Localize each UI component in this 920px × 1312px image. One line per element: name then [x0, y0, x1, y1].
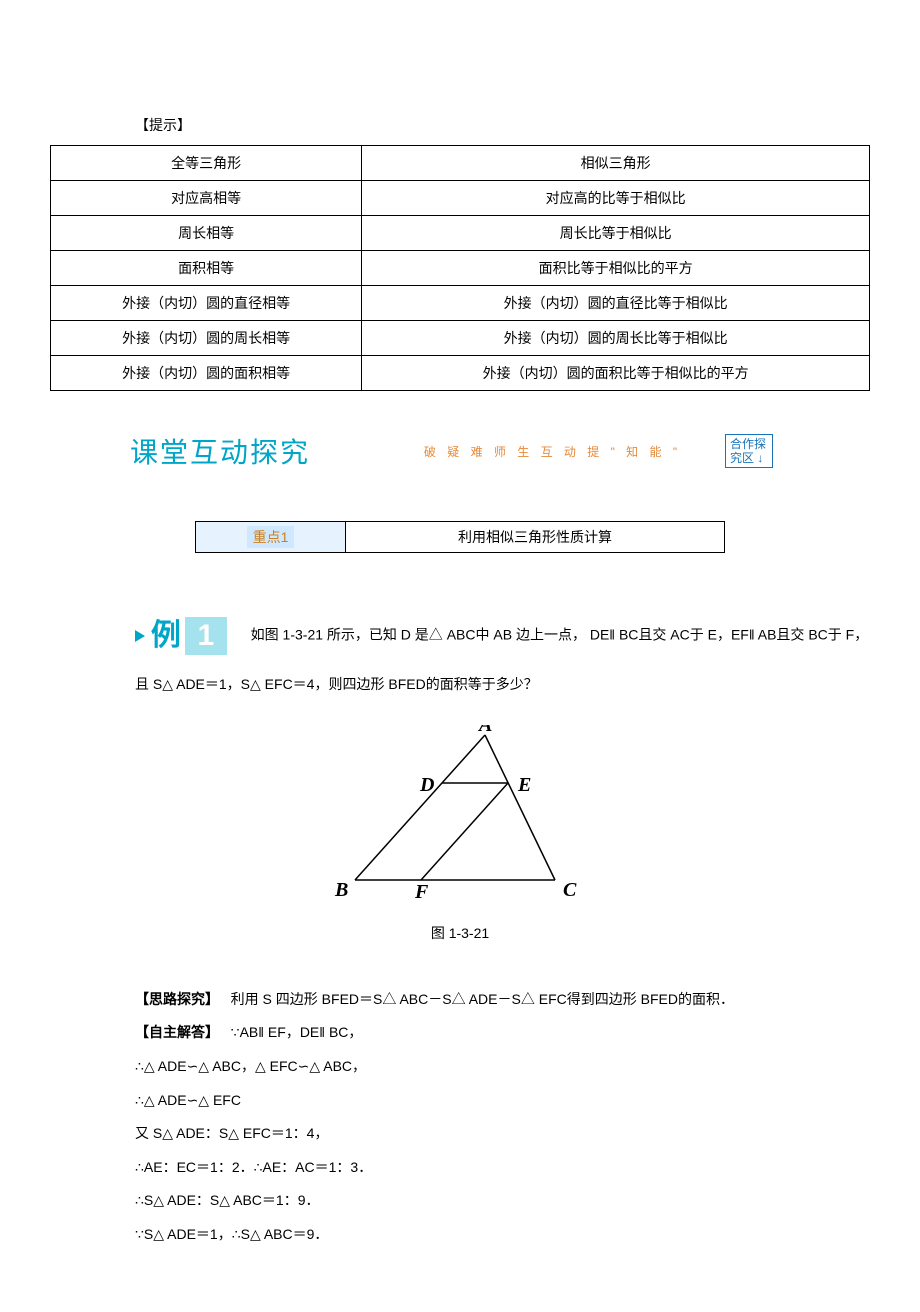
table-cell: 周长比等于相似比	[362, 216, 870, 251]
table-header-cell: 相似三角形	[362, 146, 870, 181]
table-cell: 外接（内切）圆的直径相等	[51, 286, 362, 321]
table-header-cell: 全等三角形	[51, 146, 362, 181]
solution-line: 【自主解答】 ∵AB‖ EF，DE‖ BC，	[135, 1016, 870, 1050]
topic-tag: 重点1	[196, 522, 346, 553]
svg-text:A: A	[477, 725, 492, 736]
example-icon: 例 1	[135, 603, 241, 669]
section-banner: 课堂互动探究 破 疑 难 师 生 互 动 提 " 知 能 " 合作探究区 ↓	[130, 431, 870, 471]
section-title: 课堂互动探究	[130, 431, 310, 471]
table-row: 面积相等面积比等于相似比的平方	[51, 251, 870, 286]
table-cell: 外接（内切）圆的周长相等	[51, 321, 362, 356]
triangle-figure: A B C D E F	[50, 725, 870, 903]
table-cell: 对应高的比等于相似比	[362, 181, 870, 216]
example-body: 如图 1­-3-­21 所示，已知 D 是△ ABC中 AB 边上一点， DE‖…	[135, 627, 868, 692]
table-cell: 面积比等于相似比的平方	[362, 251, 870, 286]
example-label: 例	[151, 619, 181, 652]
solution-line: ∴S△ ADE：S△ ABC＝1：9．	[135, 1184, 870, 1218]
example-number: 1	[185, 617, 227, 655]
table-row: 外接（内切）圆的周长相等外接（内切）圆的周长比等于相似比	[51, 321, 870, 356]
solution-block: 【思路探究】 利用 S 四边形 BFED＝S△ ABC－S△ ADE－S△ EF…	[50, 983, 870, 1252]
svg-text:E: E	[517, 774, 531, 796]
section-subtitle: 破 疑 难 师 生 互 动 提 " 知 能 "	[424, 443, 681, 460]
table-cell: 对应高相等	[51, 181, 362, 216]
hint-label: 【提示】	[50, 115, 870, 135]
table-row: 外接（内切）圆的面积相等外接（内切）圆的面积比等于相似比的平方	[51, 356, 870, 391]
table-cell: 外接（内切）圆的面积相等	[51, 356, 362, 391]
table-cell: 外接（内切）圆的周长比等于相似比	[362, 321, 870, 356]
topic-title: 利用相似三角形性质计算	[346, 522, 725, 553]
table-cell: 周长相等	[51, 216, 362, 251]
example-block: 例 1 如图 1­-3-­21 所示，已知 D 是△ ABC中 AB 边上一点，…	[50, 603, 870, 700]
table-cell: 外接（内切）圆的直径比等于相似比	[362, 286, 870, 321]
solution-line: ∴△ ADE∽△ ABC，△ EFC∽△ ABC，	[135, 1050, 870, 1084]
solution-line: ∵S△ ADE＝1，∴S△ ABC＝9．	[135, 1218, 870, 1252]
figure-caption: 图 1-­3-­21	[50, 923, 870, 943]
svg-text:C: C	[563, 879, 577, 900]
section-side-box: 合作探究区 ↓	[725, 434, 773, 468]
table-row: 对应高相等对应高的比等于相似比	[51, 181, 870, 216]
solution-line: 【思路探究】 利用 S 四边形 BFED＝S△ ABC－S△ ADE－S△ EF…	[135, 983, 870, 1017]
comparison-table: 全等三角形 相似三角形 对应高相等对应高的比等于相似比 周长相等周长比等于相似比…	[50, 145, 870, 391]
table-cell: 面积相等	[51, 251, 362, 286]
svg-text:D: D	[419, 774, 434, 796]
table-header-row: 全等三角形 相似三角形	[51, 146, 870, 181]
table-row: 外接（内切）圆的直径相等外接（内切）圆的直径比等于相似比	[51, 286, 870, 321]
svg-text:F: F	[414, 881, 429, 900]
svg-text:B: B	[334, 879, 348, 900]
solution-line: ∴AE：EC＝1：2．∴AE：AC＝1：3．	[135, 1151, 870, 1185]
solution-line: ∴△ ADE∽△ EFC	[135, 1084, 870, 1118]
table-row: 周长相等周长比等于相似比	[51, 216, 870, 251]
solution-line: 又 S△ ADE：S△ EFC＝1：4，	[135, 1117, 870, 1151]
topic-table: 重点1 利用相似三角形性质计算	[195, 521, 725, 553]
table-cell: 外接（内切）圆的面积比等于相似比的平方	[362, 356, 870, 391]
